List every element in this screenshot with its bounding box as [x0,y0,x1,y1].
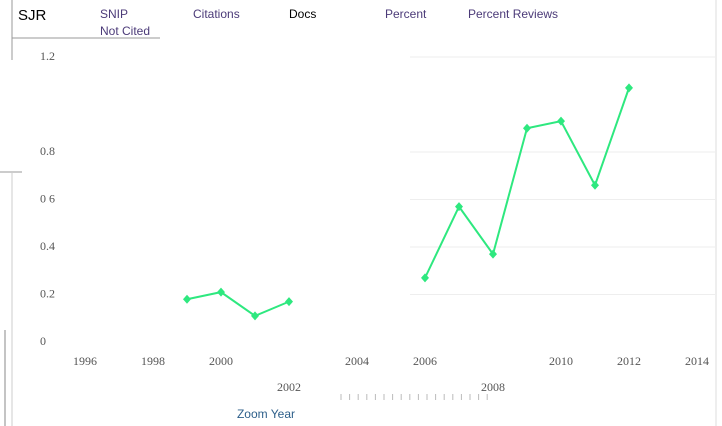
x-tick-label: 2006 [413,354,437,368]
y-tick-label: 0.8 [40,144,55,158]
x-tick-label: 2000 [209,354,233,368]
point [285,297,293,307]
point [455,202,463,212]
tab[interactable]: Percent Reviews [468,7,558,21]
point [625,83,633,93]
y-tick-label: 0.4 [40,239,55,253]
y-tick-label: 0 6 [40,191,55,205]
point [591,180,599,190]
point [183,294,191,304]
x-tick-label: 2014 [685,354,709,368]
x-tick-label: 2008 [481,380,505,394]
x-tick-label: 2002 [277,380,301,394]
x-tick-label: 2004 [345,354,369,368]
y-tick-label: 1.2 [40,49,55,63]
tab[interactable]: SNIP [100,7,128,21]
tab[interactable]: Citations [193,7,240,21]
y-tick-label: 0 [40,334,46,348]
tab[interactable]: Docs [289,7,316,21]
point [251,311,259,321]
x-tick-label: 2010 [549,354,573,368]
zoom-ruler [340,394,488,400]
tab[interactable]: Not Cited [100,24,150,38]
point [557,116,565,126]
x-tick-label: 2012 [617,354,641,368]
point [217,287,225,297]
x-tick-label: 1996 [73,354,97,368]
tab[interactable]: Percent [385,7,427,21]
tab[interactable]: SJR [18,7,47,24]
point [489,249,497,259]
x-tick-label: 1998 [141,354,165,368]
y-tick-label: 0.2 [40,286,55,300]
zoom-label[interactable]: Zoom Year [237,407,295,421]
point [421,273,429,283]
point [523,123,531,133]
